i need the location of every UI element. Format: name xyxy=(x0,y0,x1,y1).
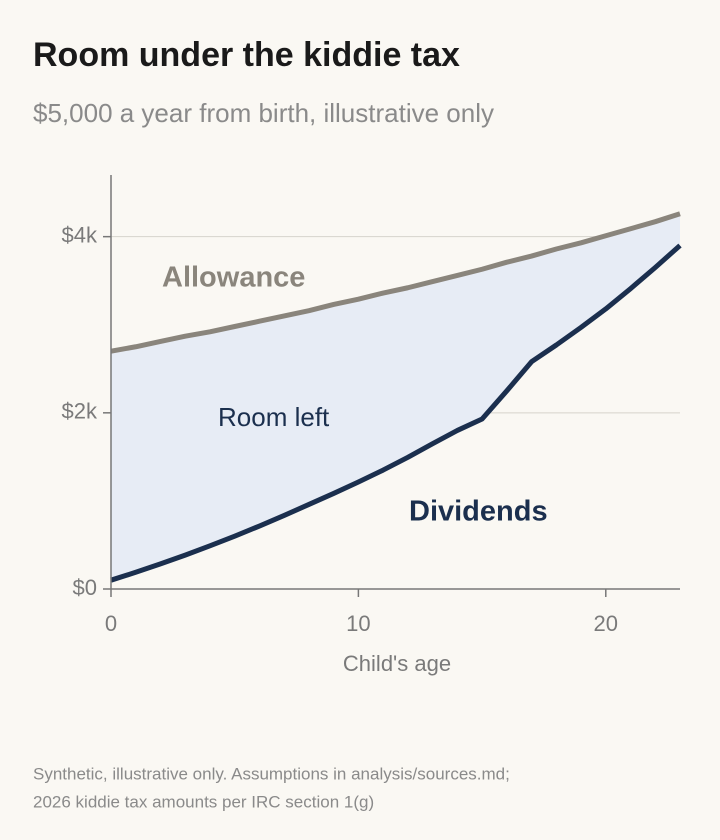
x-tick-label: 10 xyxy=(346,611,370,636)
series-line xyxy=(110,211,681,354)
note: 2026 kiddie tax amounts per IRC section … xyxy=(33,792,374,811)
series-label: Allowance xyxy=(162,262,305,294)
y-tick-label: $0 xyxy=(73,575,97,600)
area-label: Room left xyxy=(218,402,330,432)
y-tick-label: $2k xyxy=(62,399,98,424)
series-line xyxy=(110,243,682,583)
chart-subtitle: $5,000 a year from birth, illustrative o… xyxy=(33,98,494,128)
room-area xyxy=(111,213,680,581)
x-tick-label: 0 xyxy=(105,611,117,636)
chart-title: Room under the kiddie tax xyxy=(33,36,460,74)
x-axis-label: Child's age xyxy=(343,651,451,676)
x-tick-label: 20 xyxy=(594,611,618,636)
series-label: Dividends xyxy=(409,496,548,528)
y-tick-label: $4k xyxy=(62,222,98,247)
note: Synthetic, illustrative only. Assumption… xyxy=(33,764,510,783)
